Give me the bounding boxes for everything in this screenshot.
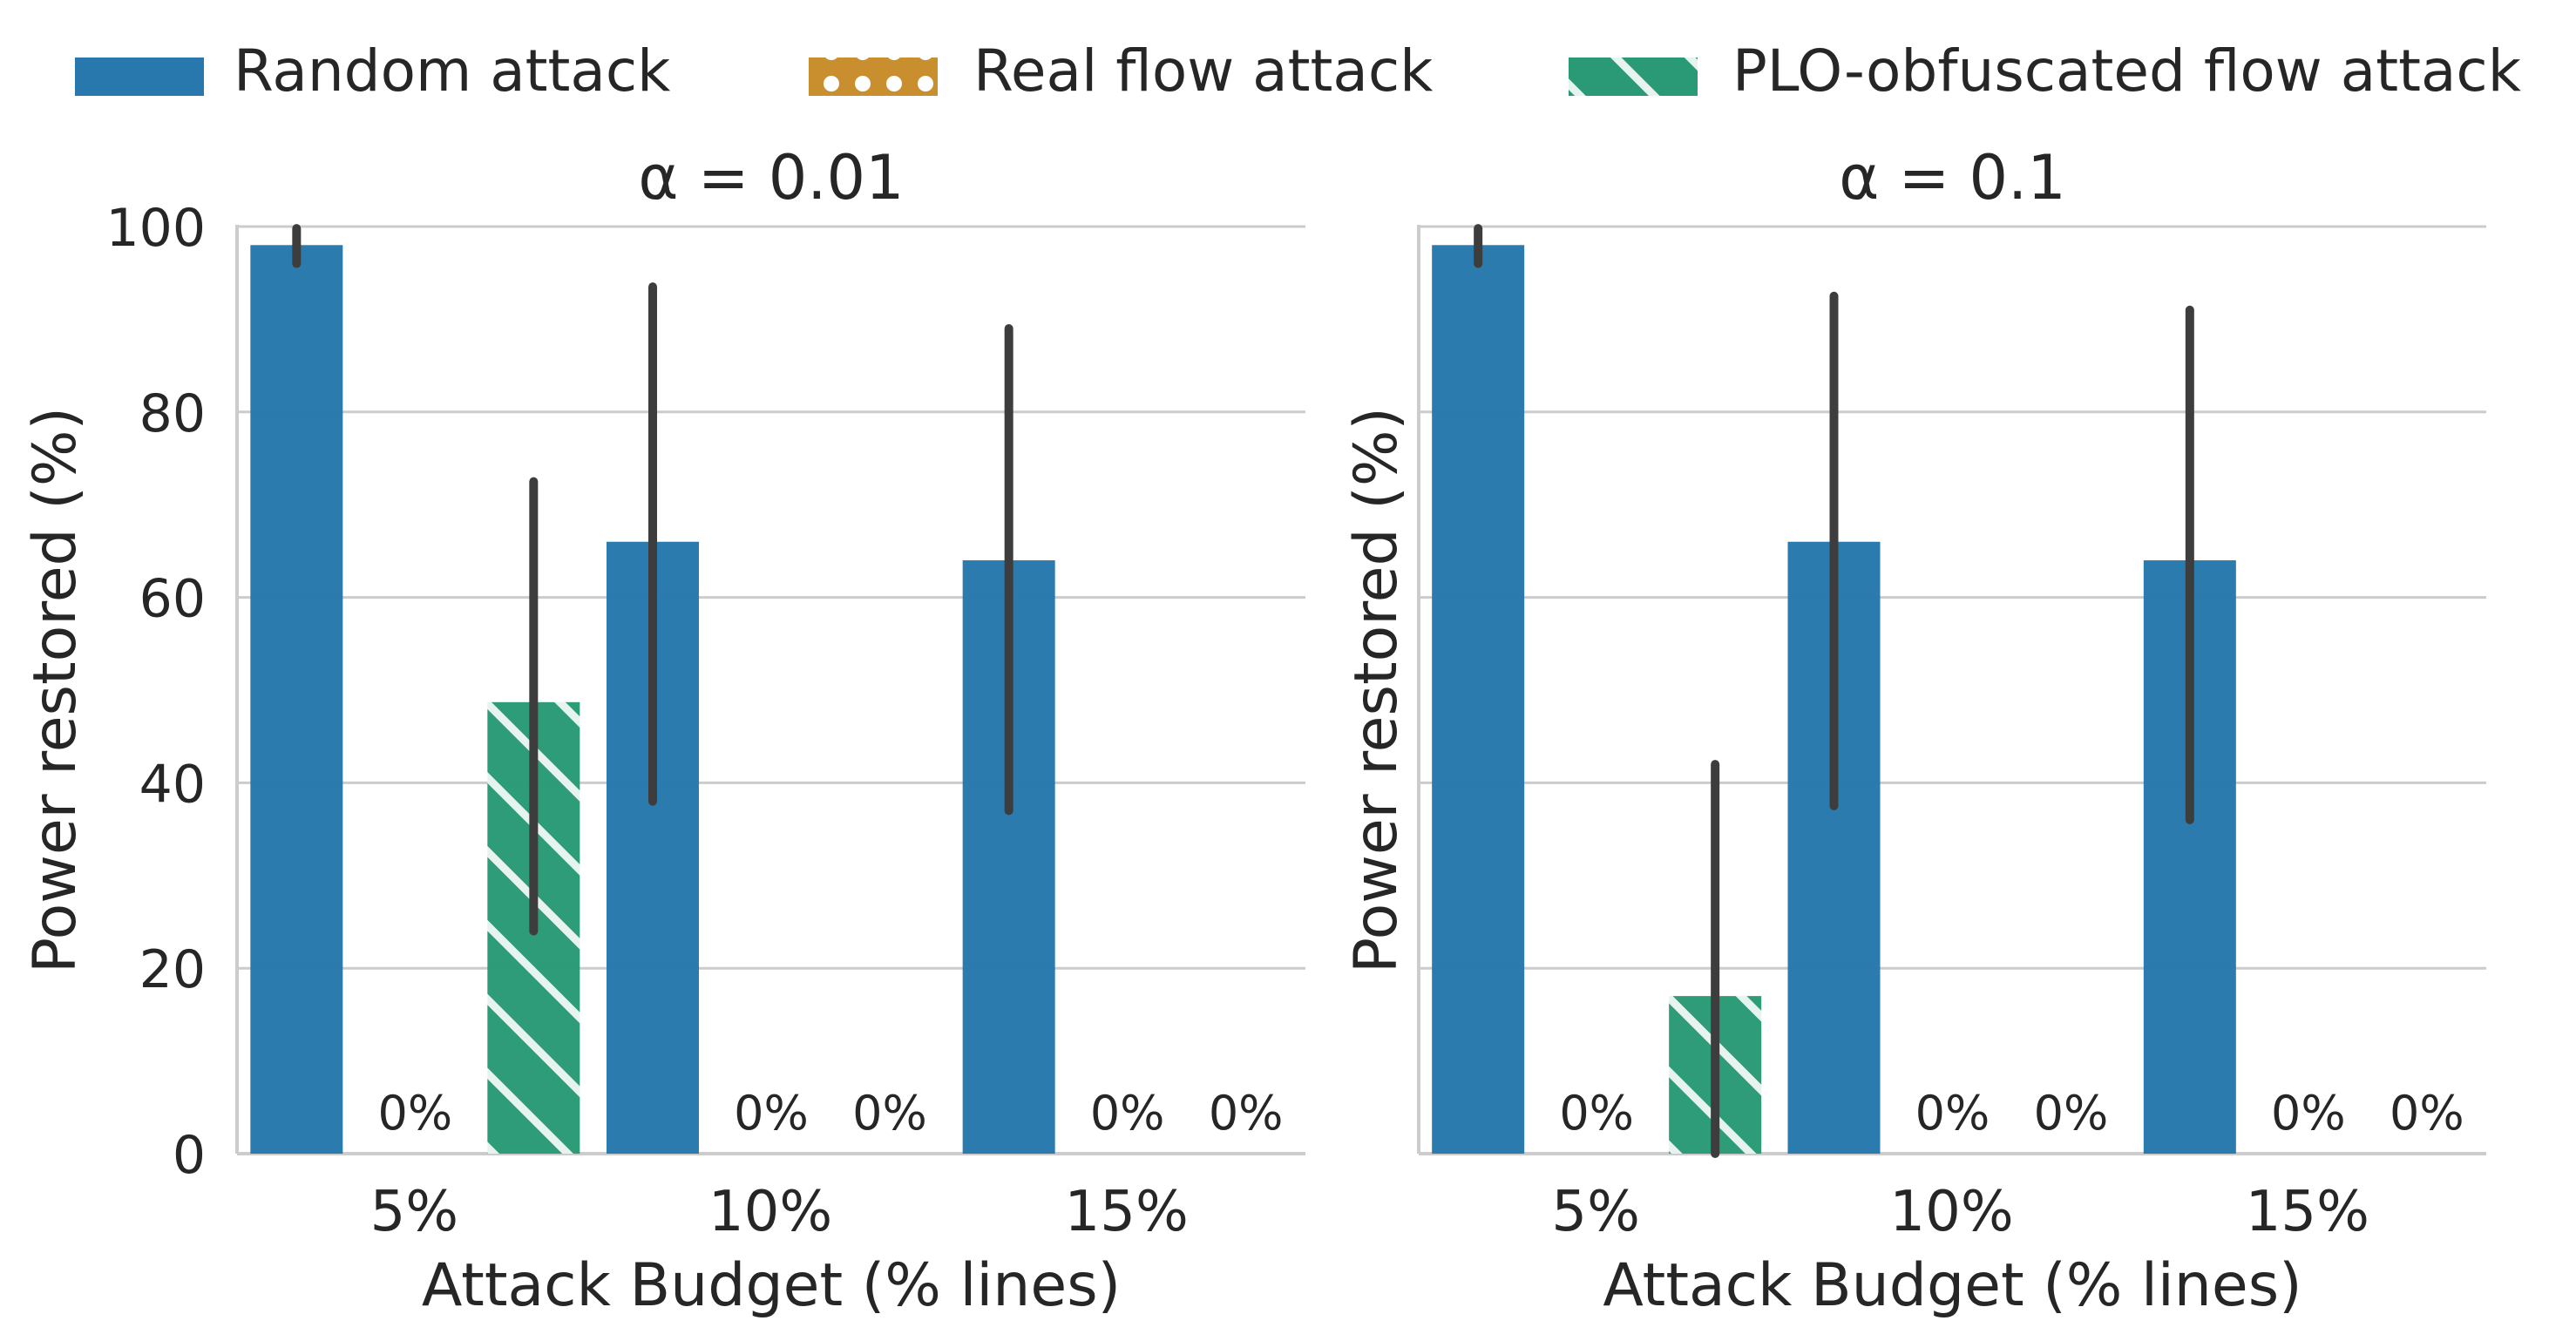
legend-swatch-real-flow	[809, 58, 938, 96]
bar-value-label: 0%	[852, 1086, 927, 1141]
legend-label-random: Random attack	[234, 37, 671, 105]
panel-title: α = 0.1	[1839, 142, 2066, 213]
bar-value-label: 0%	[2390, 1086, 2464, 1141]
legend-label-real-flow: Real flow attack	[973, 37, 1434, 105]
y-tick-label: 100	[105, 198, 206, 259]
panel-title: α = 0.01	[638, 142, 904, 213]
legend-swatch-plo	[1569, 58, 1698, 96]
bar-value-label: 0%	[734, 1086, 809, 1141]
x-tick-label: 10%	[708, 1180, 832, 1244]
bar-value-label: 0%	[1090, 1086, 1165, 1141]
bar-value-label: 0%	[2271, 1086, 2346, 1141]
panel-alpha-0-01: 0 20 40 60 80 100 0% 5% 0% 0% 10% 0% 0% 15% α = 0.01 At…	[21, 142, 1305, 1320]
bar-value-label: 0%	[1915, 1086, 1990, 1141]
y-tick-label: 80	[139, 383, 206, 444]
y-tick-label: 20	[139, 939, 206, 1000]
x-tick-label: 15%	[1065, 1180, 1189, 1244]
gridlines	[1419, 225, 2486, 1155]
y-tick-label: 60	[139, 569, 206, 630]
y-tick-label: 0	[173, 1125, 206, 1186]
gridlines	[237, 225, 1305, 1155]
bar-value-label: 0%	[2034, 1086, 2109, 1141]
legend-swatch-random	[75, 58, 204, 96]
y-axis-label: Power restored (%)	[1342, 407, 1411, 973]
panel-alpha-0-1: 0% 5% 0% 0% 10% 0% 0% 15% α = 0.1 Attack Budget (…	[1342, 142, 2486, 1320]
x-axis-label: Attack Budget (% lines)	[422, 1251, 1121, 1320]
y-tick-label: 40	[139, 754, 206, 815]
legend-label-plo: PLO-obfuscated flow attack	[1732, 37, 2522, 105]
y-axis-label: Power restored (%)	[21, 407, 90, 973]
x-tick-label: 10%	[1889, 1180, 2013, 1244]
bar-random-1	[250, 245, 343, 1154]
legend: Random attack Real flow attack PLO-obfus…	[75, 37, 2522, 105]
x-axis-label: Attack Budget (% lines)	[1603, 1251, 2301, 1320]
bar-value-label: 0%	[1209, 1086, 1284, 1141]
legend-item-plo[interactable]: PLO-obfuscated flow attack	[1569, 37, 2522, 105]
bar-value-label: 0%	[1559, 1086, 1634, 1141]
bar-value-label: 0%	[377, 1086, 452, 1141]
x-tick-label: 15%	[2246, 1180, 2369, 1244]
legend-item-real-flow[interactable]: Real flow attack	[809, 37, 1434, 105]
x-tick-label: 5%	[1551, 1180, 1640, 1244]
x-tick-label: 5%	[370, 1180, 459, 1244]
bar-random-1	[1432, 245, 1525, 1154]
legend-item-random[interactable]: Random attack	[75, 37, 671, 105]
